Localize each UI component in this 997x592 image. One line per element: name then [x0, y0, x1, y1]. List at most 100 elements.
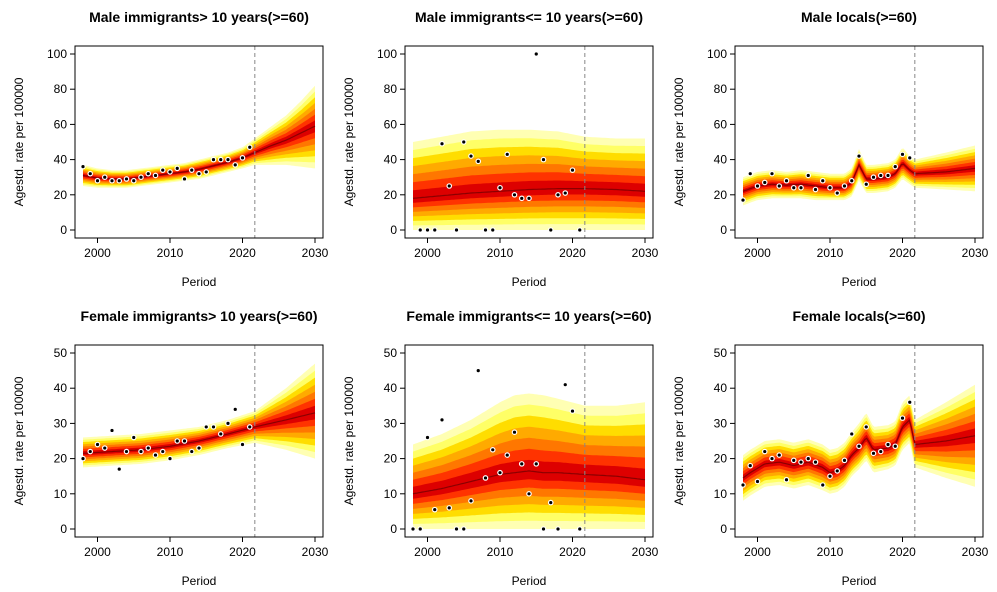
plot-frame [734, 45, 984, 239]
observed-point [871, 175, 876, 179]
observed-point [491, 228, 495, 232]
y-tick-label: 40 [714, 153, 728, 167]
y-tick-label: 40 [714, 381, 728, 395]
x-tick-label: 2030 [632, 246, 659, 260]
chart-title: Female locals(>=60) [792, 308, 925, 324]
observed-point [462, 140, 466, 144]
x-tick-label: 2030 [632, 545, 659, 559]
chart-title: Male immigrants> 10 years(>=60) [89, 9, 309, 25]
observed-point [433, 228, 437, 232]
observed-point [556, 193, 560, 197]
fan-band-7 [83, 120, 315, 181]
observed-point [476, 369, 480, 373]
y-tick-label: 0 [390, 522, 397, 536]
fan-band-7 [413, 180, 645, 203]
observed-point [893, 165, 897, 169]
median-line [412, 188, 646, 199]
observed-point [240, 156, 245, 160]
observed-point [454, 228, 459, 232]
observed-points [80, 144, 253, 184]
chart-title: Male immigrants<= 10 years(>=60) [415, 9, 643, 25]
observed-point [886, 173, 890, 178]
observed-point [520, 196, 524, 200]
observed-point [483, 476, 488, 480]
observed-point [153, 453, 158, 457]
observed-point [505, 152, 509, 156]
median-line [412, 470, 646, 495]
y-tick-label: 30 [714, 416, 728, 430]
observed-point [879, 173, 883, 178]
x-tick-label: 2010 [817, 545, 844, 559]
y-tick-label: 30 [54, 416, 68, 430]
x-tick-label: 2020 [229, 545, 256, 559]
observed-point [871, 451, 876, 455]
y-axis-label: Agestd. rate per 100000 [342, 77, 356, 206]
plot-frame [734, 344, 984, 538]
observed-point [520, 462, 524, 466]
observed-point [813, 460, 818, 464]
y-tick-label: 40 [384, 381, 398, 395]
y-tick-label: 40 [384, 153, 398, 167]
median-line [82, 412, 316, 454]
observed-point [842, 184, 847, 188]
observed-point [792, 458, 796, 462]
observed-point [124, 449, 129, 454]
fan-band-7 [413, 459, 645, 499]
observed-point [755, 479, 760, 484]
observed-point [462, 527, 466, 531]
observed-point [418, 228, 422, 232]
observed-point [233, 163, 237, 167]
y-tick-label: 10 [384, 487, 398, 501]
x-tick-label: 2000 [744, 545, 771, 559]
observed-point [828, 474, 832, 478]
observed-point [132, 179, 136, 183]
y-tick-label: 80 [384, 82, 398, 96]
observed-point [835, 191, 839, 195]
y-tick-label: 10 [714, 487, 728, 501]
observed-point [103, 175, 107, 179]
x-axis-label: Period [512, 574, 547, 588]
x-tick-label: 2030 [962, 246, 989, 260]
observed-point [226, 158, 230, 162]
x-tick-label: 2010 [487, 545, 514, 559]
y-axis-label: Agestd. rate per 100000 [342, 376, 356, 505]
plot-frame [404, 45, 654, 239]
x-tick-label: 2010 [817, 246, 844, 260]
y-tick-label: 50 [384, 346, 398, 360]
plot-frame [74, 45, 324, 239]
observed-point [440, 142, 444, 146]
observed-point [248, 145, 252, 149]
chart-title: Female immigrants> 10 years(>=60) [81, 308, 318, 324]
y-tick-label: 20 [714, 188, 728, 202]
y-tick-label: 100 [707, 47, 727, 61]
y-tick-label: 40 [54, 153, 68, 167]
observed-point [418, 527, 422, 531]
observed-point [95, 179, 100, 183]
observed-point [828, 186, 832, 190]
observed-point [440, 418, 444, 422]
observed-point [864, 425, 868, 429]
observed-point [570, 168, 575, 172]
observed-point [770, 172, 774, 176]
observed-point [549, 501, 553, 505]
observed-point [512, 430, 517, 434]
observed-point [908, 400, 912, 404]
y-tick-label: 80 [54, 82, 68, 96]
observed-point [248, 425, 252, 429]
observed-point [763, 449, 767, 454]
observed-point [226, 421, 230, 425]
y-tick-label: 40 [54, 381, 68, 395]
observed-point [204, 425, 208, 429]
observed-point [498, 186, 502, 190]
observed-point [799, 460, 803, 464]
observed-point [570, 409, 575, 413]
observed-point [117, 467, 121, 471]
observed-point [454, 527, 459, 531]
x-tick-label: 2010 [157, 246, 184, 260]
observed-point [770, 457, 774, 461]
x-tick-label: 2020 [559, 545, 586, 559]
y-tick-label: 30 [384, 416, 398, 430]
y-axis-label: Agestd. rate per 100000 [672, 77, 686, 206]
